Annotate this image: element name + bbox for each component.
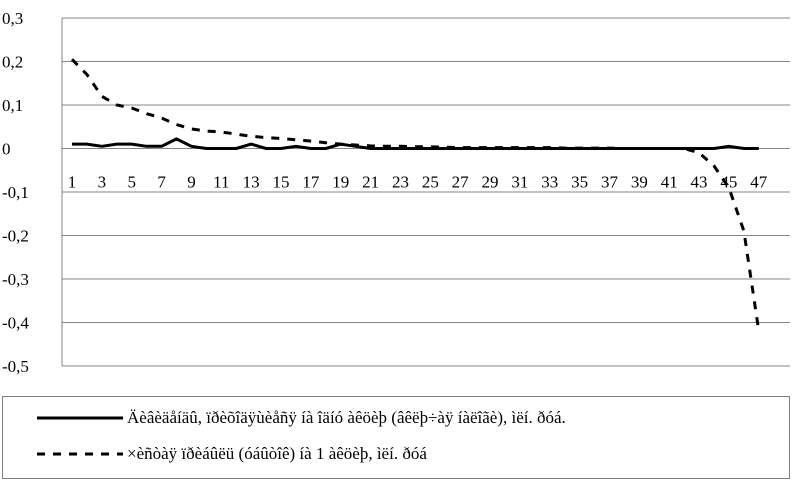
legend-item-dividends: Äèâèäåíäû, ïðèõîäÿùèåñÿ íà îäíó àêöèþ (â… (37, 407, 566, 429)
y-tick-label: -0,1 (2, 183, 29, 202)
x-tick-label: 33 (541, 173, 558, 192)
x-tick-label: 25 (422, 173, 439, 192)
x-tick-label: 39 (631, 173, 648, 192)
x-tick-label: 1 (68, 173, 77, 192)
legend-item-net-profit: ×èñòàÿ ïðèáûëü (óáûòîê) íà 1 àêöèþ, ìëí.… (37, 443, 427, 465)
x-tick-label: 43 (691, 173, 708, 192)
x-tick-label: 29 (482, 173, 499, 192)
y-tick-label: -0,2 (2, 227, 29, 246)
x-tick-label: 21 (362, 173, 379, 192)
x-tick-label: 5 (127, 173, 136, 192)
x-tick-label: 31 (511, 173, 528, 192)
legend-label-net-profit: ×èñòàÿ ïðèáûëü (óáûòîê) íà 1 àêöèþ, ìëí.… (127, 444, 427, 463)
series-line-net-profit (70, 58, 761, 332)
gridlines (61, 17, 790, 367)
y-tick-label: 0,2 (2, 53, 23, 72)
x-tick-label: 45 (720, 173, 737, 192)
x-tick-label: 9 (187, 173, 196, 192)
y-tick-label: 0 (2, 140, 11, 159)
x-tick-label: 19 (332, 173, 349, 192)
legend-solid-line-icon (37, 416, 123, 420)
legend: Äèâèäåíäû, ïðèõîäÿùèåñÿ íà îäíó àêöèþ (â… (2, 396, 790, 479)
legend-label-dividends: Äèâèäåíäû, ïðèõîäÿùèåñÿ íà îäíó àêöèþ (â… (127, 408, 566, 427)
y-tick-label: -0,3 (2, 270, 29, 289)
legend-dashed-line-icon (37, 452, 123, 456)
x-tick-label: 13 (243, 173, 260, 192)
series-lines (70, 58, 761, 332)
x-tick-label: 35 (571, 173, 588, 192)
y-tick-label: -0,5 (2, 357, 29, 376)
y-tick-label: -0,4 (2, 314, 29, 333)
x-tick-label: 23 (392, 173, 409, 192)
x-tick-label: 3 (98, 173, 107, 192)
x-tick-label: 15 (273, 173, 290, 192)
x-tick-label: 41 (661, 173, 678, 192)
x-tick-label: 47 (750, 173, 768, 192)
x-tick-label: 7 (157, 173, 166, 192)
y-axis-ticks: 0,3 0,2 0,1 0 -0,1 -0,2 -0,3 -0,4 -0,5 (2, 9, 29, 376)
y-tick-label: 0,1 (2, 96, 23, 115)
x-tick-label: 27 (452, 173, 470, 192)
line-chart: 0,30,20,10-0,1-0,2-0,3-0,4-0,5 1 3 5 7 9 11 13… (2, 9, 790, 376)
x-tick-label: 17 (302, 173, 320, 192)
x-tick-label: 11 (213, 173, 229, 192)
x-axis-ticks: 1 3 5 7 9 11 13 15 17 19 21 23 25 27 29 31 33 35 37 39 41 43 4… (68, 173, 768, 192)
y-tick-label: 0,3 (2, 9, 23, 28)
x-tick-label: 37 (601, 173, 619, 192)
